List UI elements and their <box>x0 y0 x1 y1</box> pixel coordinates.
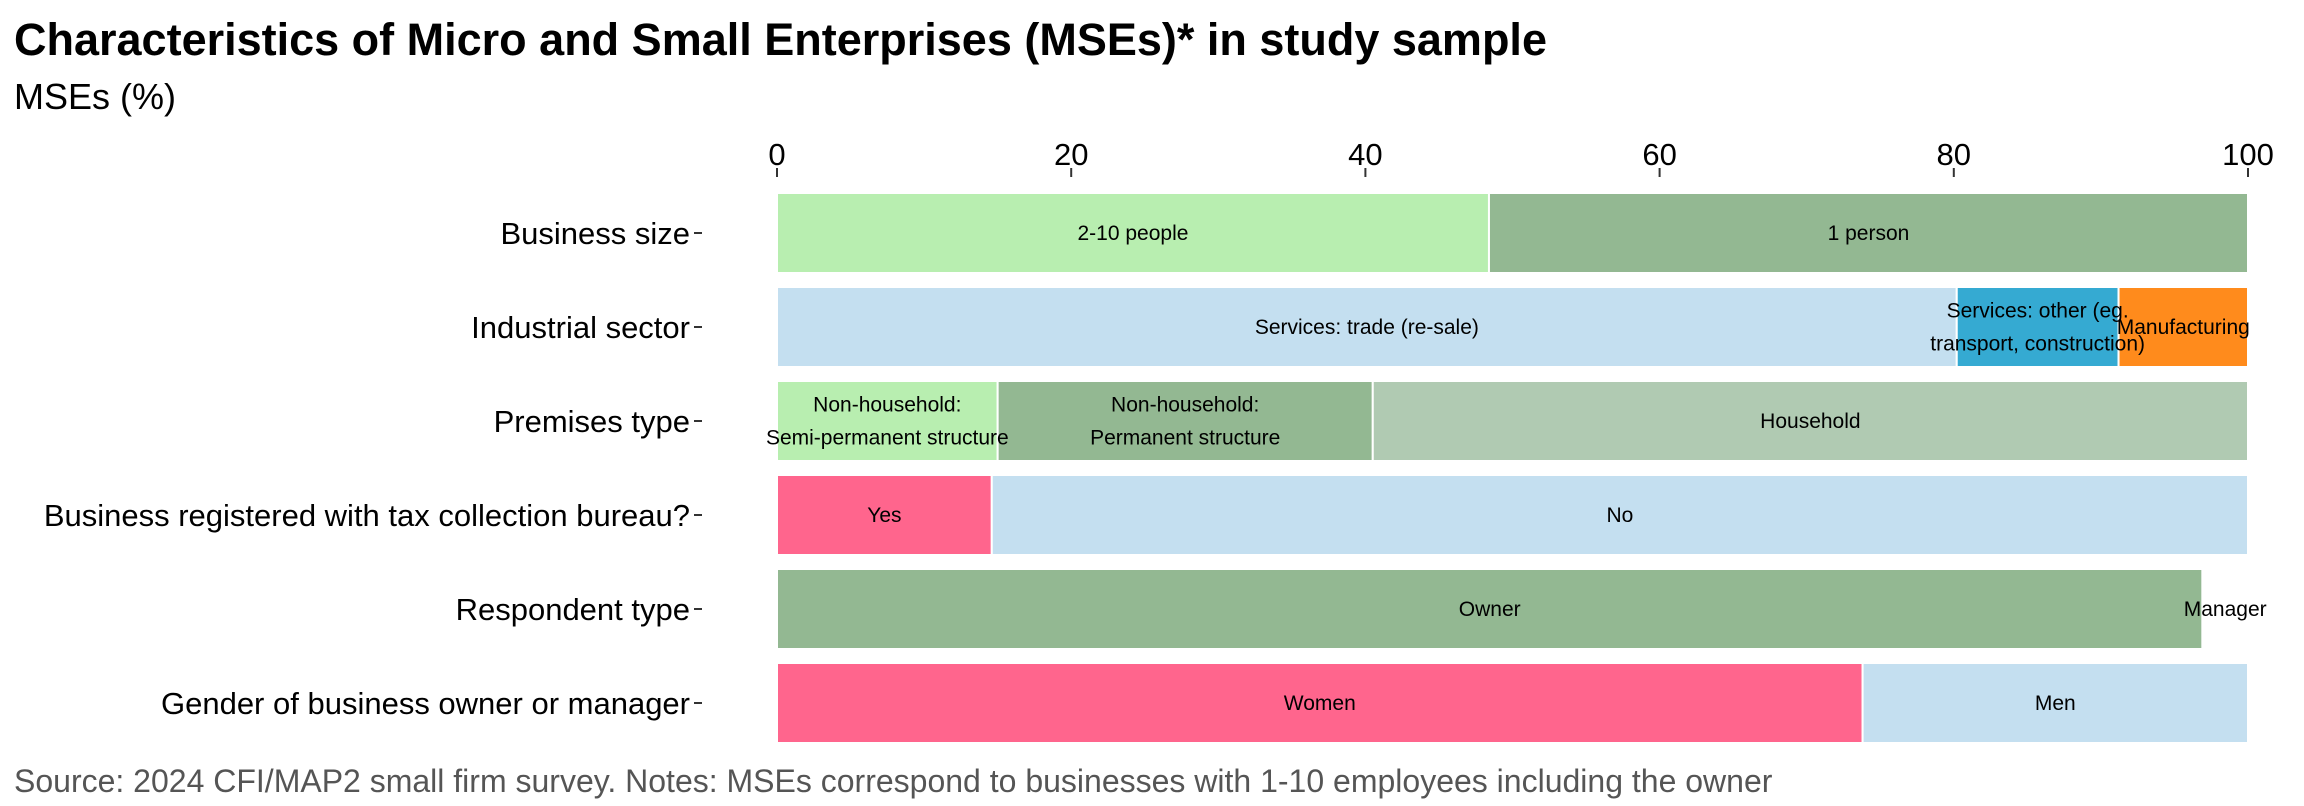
bar-segment <box>776 662 1864 744</box>
segment-label: Non-household: Permanent structure <box>1090 394 1280 450</box>
bar-segment <box>1487 192 2249 274</box>
segment-label: Manufacturing <box>2117 316 2250 339</box>
bar-segment <box>2201 568 2249 650</box>
segment-label: Services: trade (re-sale) <box>1255 316 1479 339</box>
category-label: Gender of business owner or manager <box>161 686 690 721</box>
segment-label: Yes <box>867 504 901 527</box>
x-tick-label: 100 <box>2222 137 2274 172</box>
x-tick-label: 20 <box>1054 137 1088 172</box>
chart-subtitle: MSEs (%) <box>14 76 176 117</box>
segment-label: Men <box>2035 692 2076 715</box>
category-label: Respondent type <box>456 592 690 627</box>
segment-label: 2-10 people <box>1078 222 1189 245</box>
chart-title: Characteristics of Micro and Small Enter… <box>14 14 1547 65</box>
y-axis: Business size Industrial sector Premises t… <box>44 216 702 721</box>
segment-label: Non-household: Semi-permanent structure <box>766 394 1009 450</box>
x-tick-label: 80 <box>1937 137 1971 172</box>
bar-segment <box>990 474 2249 556</box>
category-label: Business registered with tax collection … <box>44 498 690 533</box>
category-label: Industrial sector <box>471 310 690 345</box>
bar-segment <box>776 568 2204 650</box>
segment-label: Owner <box>1459 598 1521 621</box>
category-label: Premises type <box>494 404 690 439</box>
segment-label: Household <box>1760 410 1860 433</box>
bar-segment <box>996 380 1374 462</box>
x-tick-label: 0 <box>768 137 785 172</box>
bar-segment <box>776 286 1958 368</box>
category-label: Business size <box>500 216 690 251</box>
bar-segment <box>1861 662 2250 744</box>
x-axis: 0 20 40 60 80 100 <box>768 137 2274 177</box>
segment-label: Services: other (eg. transport, construct… <box>1930 300 2145 356</box>
bar-segment <box>776 474 993 556</box>
bar-segment <box>776 192 1490 274</box>
x-tick-label: 60 <box>1642 137 1676 172</box>
chart-caption: Source: 2024 CFI/MAP2 small firm survey.… <box>14 763 1773 799</box>
segment-label: No <box>1606 504 1633 527</box>
segment-labels: 2-10 people 1 person Services: trade (re-s… <box>766 222 2267 715</box>
bar-segment <box>776 380 999 462</box>
segment-label: 1 person <box>1828 222 1910 245</box>
bars <box>776 192 2250 744</box>
bar-segment <box>1955 286 2120 368</box>
segment-label: Manager <box>2184 598 2267 621</box>
bar-segment <box>1371 380 2249 462</box>
x-tick-label: 40 <box>1348 137 1382 172</box>
bar-segment <box>2117 286 2249 368</box>
segment-label: Women <box>1284 692 1356 715</box>
